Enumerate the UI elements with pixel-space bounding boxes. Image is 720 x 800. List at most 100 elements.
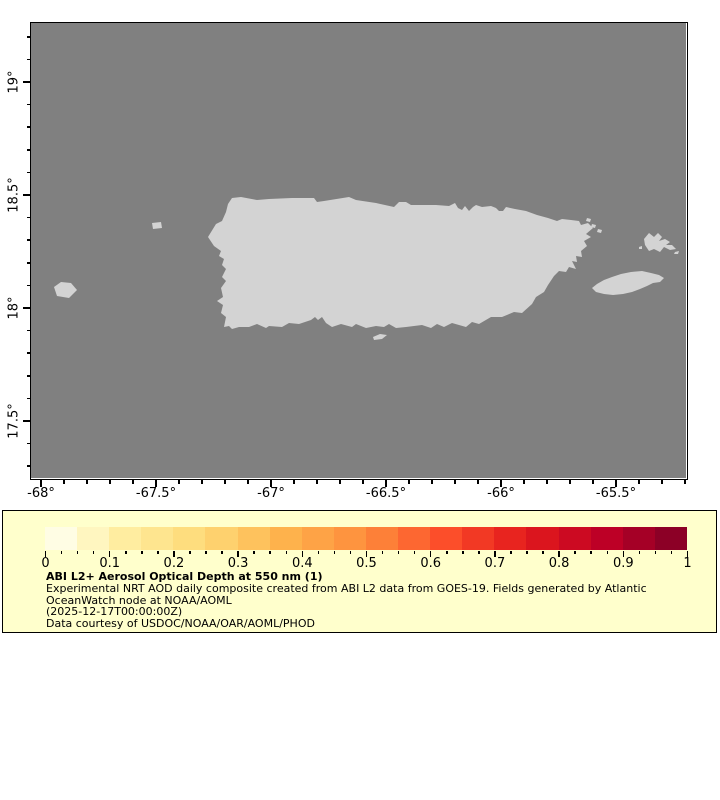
x-minor-tick [201, 480, 203, 484]
colorbar-tick-label: 0.6 [420, 556, 442, 571]
colorbar-segment [365, 527, 399, 550]
colorbar-major-tick [108, 550, 111, 557]
y-major-tick [23, 420, 30, 422]
x-major-tick [615, 480, 617, 487]
x-minor-tick [477, 480, 479, 484]
colorbar-tick-label: 0.5 [356, 556, 377, 571]
puerto-rico-map [31, 23, 686, 478]
colorbar-minor-tick [590, 550, 592, 554]
x-minor-tick [132, 480, 134, 484]
colorbar-segment [430, 527, 463, 550]
colorbar-major-tick [173, 550, 175, 557]
x-minor-tick [684, 480, 686, 484]
legend-description-line-1: Experimental NRT AOD daily composite cre… [46, 581, 647, 595]
colorbar-segment [109, 527, 142, 550]
colorbar-tick-label: 0 [41, 556, 50, 571]
x-major-tick [270, 480, 272, 487]
x-axis-tick-label: -65.5° [595, 486, 637, 501]
colorbar-major-tick [237, 550, 239, 557]
y-minor-tick [26, 239, 30, 241]
x-minor-tick [523, 480, 525, 484]
colorbar-segment [494, 527, 527, 550]
y-minor-tick [26, 36, 30, 38]
x-minor-tick [316, 480, 318, 484]
colorbar-segment [301, 527, 334, 550]
y-minor-tick [26, 397, 30, 400]
x-minor-tick [362, 480, 364, 484]
colorbar-minor-tick [317, 550, 320, 554]
colorbar-major-tick [622, 550, 625, 557]
x-major-tick [40, 480, 42, 487]
colorbar-minor-tick [285, 550, 287, 554]
colorbar-major-tick [686, 550, 689, 557]
colorbar-minor-tick [574, 550, 576, 554]
colorbar-segment [654, 527, 687, 550]
x-axis-tick-label: -68° [27, 486, 55, 501]
x-minor-tick [63, 480, 65, 484]
colorbar-segment [558, 527, 591, 550]
colorbar-minor-tick [462, 550, 464, 554]
colorbar-minor-tick [542, 550, 544, 554]
colorbar-minor-tick [349, 550, 352, 554]
colorbar-minor-tick [60, 550, 63, 554]
colorbar-major-tick [429, 550, 432, 557]
colorbar-minor-tick [76, 550, 79, 554]
northeast-cay-1 [586, 218, 591, 222]
x-major-tick [155, 480, 157, 487]
colorbar-minor-tick [381, 550, 384, 554]
mona-island [54, 282, 77, 298]
colorbar-minor-tick [333, 550, 336, 554]
y-axis-tick-label: 17.5° [6, 403, 22, 439]
colorbar-minor-tick [670, 550, 673, 554]
colorbar-tick-label: 0.1 [99, 556, 121, 571]
x-minor-tick [224, 480, 226, 484]
x-minor-tick [638, 480, 640, 484]
colorbar-segment [77, 527, 110, 550]
colorbar-segment [237, 527, 270, 550]
colorbar-segment [141, 527, 174, 550]
colorbar-segment [590, 527, 623, 550]
colorbar-segment [45, 527, 78, 550]
colorbar-minor-tick [221, 550, 223, 554]
colorbar-segment [526, 527, 559, 550]
colorbar-minor-tick [413, 550, 416, 554]
colorbar-minor-tick [269, 550, 271, 554]
y-minor-tick [26, 329, 30, 332]
colorbar-minor-tick [189, 550, 191, 554]
y-minor-tick [26, 465, 30, 467]
northeast-cay-2 [591, 224, 596, 228]
x-axis-tick-label: -66° [487, 486, 515, 501]
y-axis-tick-label: 18° [6, 296, 22, 320]
y-major-tick [23, 307, 30, 309]
x-major-tick [500, 480, 502, 487]
y-minor-tick [26, 149, 30, 151]
colorbar-tick-label: 0.3 [227, 556, 249, 571]
puerto-rico-mainland [208, 197, 593, 329]
colorbar-minor-tick [92, 550, 95, 554]
colorbar-minor-tick [205, 550, 207, 554]
legend-courtesy-line: Data courtesy of USDOC/NOAA/OAR/AOML/PHO… [46, 617, 315, 631]
y-minor-tick [26, 442, 30, 445]
y-minor-tick [26, 375, 30, 377]
colorbar-major-tick [301, 550, 304, 557]
x-minor-tick [339, 480, 341, 484]
colorbar-segment [462, 527, 495, 550]
map-plot-area [30, 22, 688, 480]
y-minor-tick [26, 262, 30, 264]
y-axis-tick-label: 19° [6, 70, 22, 94]
y-minor-tick [26, 58, 30, 61]
colorbar-tick-label: 0.4 [291, 556, 313, 571]
colorbar-segment [398, 527, 431, 550]
x-axis-tick-label: -66.5° [365, 486, 407, 501]
x-minor-tick [247, 480, 249, 484]
colorbar-major-tick [44, 550, 47, 557]
x-minor-tick [592, 480, 594, 484]
vieques-island [592, 271, 664, 295]
colorbar-minor-tick [654, 550, 657, 554]
colorbar-minor-tick [141, 550, 143, 554]
y-major-tick [23, 81, 30, 83]
x-minor-tick [546, 480, 548, 484]
caja-de-muertos-island [373, 334, 387, 340]
colorbar-segment [622, 527, 655, 550]
